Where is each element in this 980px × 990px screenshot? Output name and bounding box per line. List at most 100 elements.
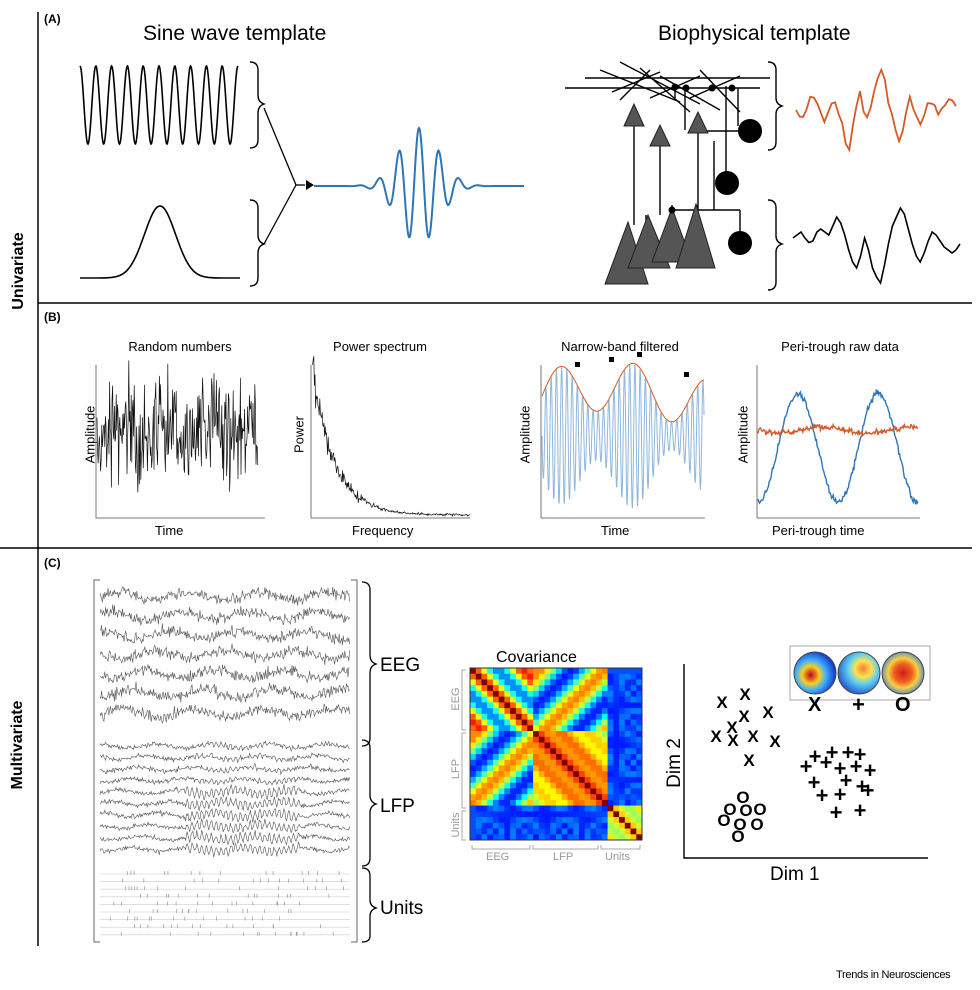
covariance-cell — [492, 759, 500, 766]
covariance-cell — [504, 782, 511, 789]
covariance-cell — [533, 690, 540, 698]
covariance-cell — [550, 828, 557, 835]
covariance-cell — [556, 673, 563, 680]
covariance-cell — [492, 771, 500, 778]
scatter-o-marker: O — [739, 801, 752, 820]
eeg-trace — [99, 663, 350, 684]
covariance-cell — [498, 731, 505, 738]
covariance-cell — [619, 668, 626, 675]
covariance-cell — [573, 788, 580, 795]
peri-trough-blue-trace — [757, 389, 919, 506]
covariance-cell — [573, 736, 580, 743]
cov-ylabel-lfp: LFP — [450, 758, 462, 780]
covariance-cell — [601, 771, 608, 778]
covariance-cell — [492, 685, 500, 692]
covariance-cell — [527, 713, 534, 720]
covariance-cell — [470, 794, 477, 801]
covariance-cell — [584, 685, 591, 692]
covariance-cell — [624, 822, 631, 829]
covariance-cell — [584, 725, 591, 732]
covariance-cell — [624, 725, 631, 732]
covariance-cell — [624, 828, 631, 835]
covariance-cell — [515, 805, 522, 812]
covariance-cell — [636, 811, 643, 818]
covariance-cell — [487, 771, 494, 778]
covariance-cell — [584, 771, 591, 778]
covariance-cell — [492, 811, 500, 818]
covariance-cell — [533, 742, 540, 749]
covariance-cell — [567, 679, 574, 686]
covariance-cell — [596, 702, 603, 709]
covariance-cell — [584, 673, 591, 680]
covariance-cell — [544, 696, 551, 703]
covariance-cell — [556, 668, 563, 675]
covariance-cell — [521, 731, 528, 738]
scatter-xlabel: Dim 1 — [770, 864, 820, 885]
covariance-cell — [492, 822, 500, 829]
covariance-cell — [636, 736, 643, 743]
covariance-cell — [487, 702, 494, 709]
covariance-cell — [578, 708, 586, 715]
covariance-cell — [481, 748, 488, 755]
covariance-cell — [504, 759, 511, 766]
covariance-cell — [550, 725, 557, 732]
covariance-cell — [498, 708, 505, 715]
covariance-cell — [510, 805, 517, 812]
covariance-cell — [619, 725, 626, 732]
covariance-cell — [601, 690, 608, 698]
covariance-cell — [538, 690, 545, 698]
covariance-cell — [550, 731, 557, 738]
covariance-cell — [590, 713, 597, 720]
plot4-axes — [756, 365, 920, 519]
covariance-cell — [515, 794, 522, 801]
covariance-cell — [636, 759, 643, 766]
covariance-cell — [475, 685, 482, 692]
covariance-cell — [550, 736, 557, 743]
covariance-cell — [470, 690, 477, 698]
covariance-cell — [487, 759, 494, 766]
covariance-cell — [636, 817, 643, 824]
scatter-plus-marker: + — [864, 758, 877, 783]
covariance-cell — [607, 771, 614, 778]
covariance-cell — [492, 731, 500, 738]
scatter-plus-marker: + — [842, 740, 855, 765]
covariance-cell — [515, 811, 522, 818]
covariance-cell — [567, 817, 574, 824]
covariance-cell — [504, 685, 511, 692]
eeg-label: EEG — [380, 655, 421, 676]
panel-a-label: (A) — [44, 12, 61, 26]
covariance-cell — [498, 811, 505, 818]
covariance-cell — [550, 713, 557, 720]
covariance-cell — [470, 731, 477, 738]
covariance-cell — [475, 817, 482, 824]
covariance-cell — [573, 679, 580, 686]
covariance-cell — [550, 708, 557, 715]
covariance-cell — [521, 668, 528, 675]
covariance-cell — [527, 817, 534, 824]
covariance-cell — [636, 805, 643, 812]
covariance-cell — [556, 817, 563, 824]
covariance-cell — [613, 748, 620, 755]
covariance-cell — [533, 708, 540, 715]
covariance-cell — [573, 799, 580, 806]
covariance-cell — [619, 794, 626, 801]
covariance-cell — [619, 788, 626, 795]
covariance-cell — [624, 673, 631, 680]
covariance-cell — [475, 805, 482, 812]
covariance-cell — [533, 765, 540, 772]
covariance-cell — [498, 668, 505, 675]
covariance-cell — [607, 805, 614, 812]
covariance-cell — [636, 771, 643, 778]
covariance-cell — [504, 811, 511, 818]
covariance-cell — [470, 696, 477, 703]
covariance-cell — [607, 811, 614, 818]
covariance-cell — [521, 702, 528, 709]
covariance-cell — [481, 713, 488, 720]
covariance-cell — [601, 679, 608, 686]
covariance-cell — [550, 696, 557, 703]
covariance-cell — [630, 776, 637, 784]
covariance-cell — [481, 673, 488, 680]
covariance-cell — [533, 771, 540, 778]
covariance-cell — [619, 748, 626, 755]
covariance-cell — [590, 736, 597, 743]
